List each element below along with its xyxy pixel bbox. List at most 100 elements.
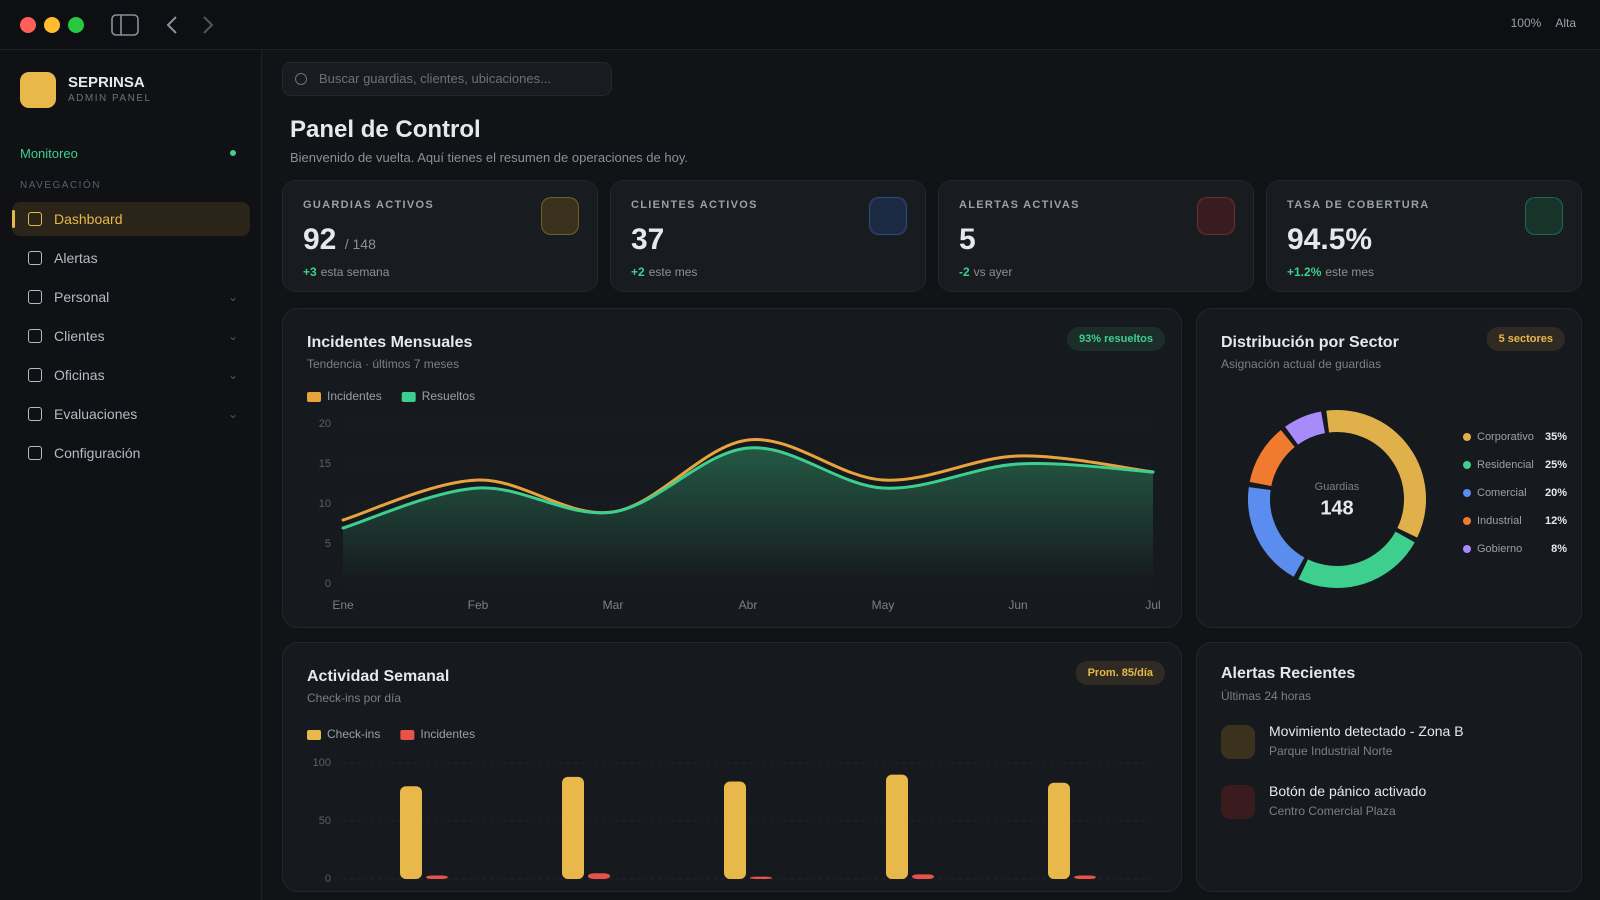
donut-segment xyxy=(1285,411,1326,445)
incidents-chart: Incidentes Mensuales Tendencia · últimos … xyxy=(307,327,1165,612)
nav-icon xyxy=(28,212,42,226)
alert-item[interactable]: Botón de pánico activado Centro Comercial… xyxy=(1221,783,1557,823)
back-button[interactable] xyxy=(166,16,177,34)
donut-segment xyxy=(1326,410,1426,538)
kpi-label: GUARDIAS ACTIVOS xyxy=(303,199,435,211)
minimize-button[interactable] xyxy=(44,17,60,33)
card-subtitle: Asignación actual de guardias xyxy=(1221,357,1381,371)
legend-label: Gobierno xyxy=(1477,543,1522,555)
sector-card: Distribución por Sector Asignación actual… xyxy=(1196,308,1582,628)
bar xyxy=(886,774,908,879)
nav-chevron: ⌄ xyxy=(227,407,238,421)
kpi-card: TASA DE COBERTURA 94.5% +1.2% este mes xyxy=(1266,180,1582,292)
nav-chevron: ⌄ xyxy=(227,290,238,304)
kpi-icon xyxy=(541,197,579,235)
sidebar-toggle[interactable] xyxy=(111,14,139,36)
card-badge: Prom. 85/día xyxy=(1088,667,1154,679)
donut-segment xyxy=(1298,531,1415,588)
legend-label: Incidentes xyxy=(420,727,475,741)
area xyxy=(343,447,1153,584)
alert-location: Centro Comercial Plaza xyxy=(1269,804,1396,818)
y-tick-label: 0 xyxy=(325,873,331,885)
y-tick-label: 20 xyxy=(319,418,331,430)
nav-item[interactable]: Clientes ⌄ xyxy=(12,319,250,353)
bar xyxy=(588,873,610,879)
kpi-delta: -2 vs ayer xyxy=(959,265,1233,279)
alerts-title: Alertas Recientes xyxy=(1221,665,1356,682)
forward-button[interactable] xyxy=(203,16,214,34)
activity-chart: Actividad Semanal Check-ins por día Prom. … xyxy=(307,661,1165,885)
bar xyxy=(912,874,934,879)
brand-subtitle: ADMIN PANEL xyxy=(68,93,152,104)
legend-swatch xyxy=(307,730,321,740)
y-tick-label: 0 xyxy=(325,578,331,590)
alert-item[interactable]: Movimiento detectado - Zona B Parque Indu… xyxy=(1221,723,1557,763)
kpi-delta-note: vs ayer xyxy=(973,265,1013,279)
logo[interactable] xyxy=(20,72,56,108)
status-signal: Alta xyxy=(1555,16,1576,30)
x-tick-label: Ene xyxy=(332,598,354,612)
legend-value: 25% xyxy=(1545,459,1567,471)
kpi-card: CLIENTES ACTIVOS 37 +2 este mes xyxy=(610,180,926,292)
legend-label: Comercial xyxy=(1477,487,1527,499)
card-title: Distribución por Sector xyxy=(1221,334,1399,351)
nav-label: Personal xyxy=(54,289,110,305)
kpi-delta-note: este mes xyxy=(648,265,698,279)
donut-segment xyxy=(1249,429,1296,487)
live-monitor[interactable]: Monitoreo xyxy=(20,146,242,161)
x-tick-label: Mar xyxy=(603,598,624,612)
bar xyxy=(562,776,584,879)
legend-dot xyxy=(1463,461,1471,469)
legend-label: Check-ins xyxy=(327,727,380,741)
page-subtitle: Bienvenido de vuelta. Aquí tienes el res… xyxy=(290,150,688,165)
kpi-row: GUARDIAS ACTIVOS 92 / 148 +3 esta semana CLI… xyxy=(282,180,1582,292)
legend-label: Industrial xyxy=(1477,515,1522,527)
x-tick-label: Jul xyxy=(1145,598,1160,612)
bar xyxy=(1048,782,1070,879)
nav-item[interactable]: Evaluaciones ⌄ xyxy=(12,397,250,431)
card-title: Actividad Semanal xyxy=(307,668,449,685)
nav-item[interactable]: Personal ⌄ xyxy=(12,280,250,314)
legend-label: Incidentes xyxy=(327,389,382,403)
bar xyxy=(724,781,746,879)
search-box[interactable]: Buscar guardias, clientes, ubicaciones..… xyxy=(282,62,612,96)
nav-item[interactable]: Dashboard xyxy=(12,202,250,236)
nav-icon xyxy=(28,251,42,265)
card-badge: 93% resueltos xyxy=(1079,333,1153,345)
page-title: Panel de Control xyxy=(290,116,481,143)
nav-item[interactable]: Configuración xyxy=(12,436,250,470)
close-button[interactable] xyxy=(20,17,36,33)
legend-swatch xyxy=(400,730,415,740)
kpi-delta-note: esta semana xyxy=(320,265,390,279)
sidebar: SEPRINSA ADMIN PANEL Monitoreo NAVEGACIÓ… xyxy=(0,50,262,900)
nav-item[interactable]: Alertas xyxy=(12,241,250,275)
kpi-delta-value: +3 xyxy=(303,265,317,279)
zoom-button[interactable] xyxy=(68,17,84,33)
card-badge-bg xyxy=(1075,661,1165,685)
kpi-number: 5 xyxy=(959,223,976,256)
kpi-delta-note: este mes xyxy=(1325,265,1375,279)
alert-location: Parque Industrial Norte xyxy=(1269,744,1393,758)
y-tick-label: 100 xyxy=(313,757,331,769)
kpi-icon xyxy=(1525,197,1563,235)
legend-value: 12% xyxy=(1545,515,1567,527)
card-subtitle: Check-ins por día xyxy=(307,691,401,705)
nav-label: Dashboard xyxy=(54,211,123,227)
legend-dot xyxy=(1463,433,1471,441)
nav-icon xyxy=(28,446,42,460)
card-badge-bg xyxy=(1067,327,1165,351)
nav-item[interactable]: Oficinas ⌄ xyxy=(12,358,250,392)
kpi-icon xyxy=(1197,197,1235,235)
kpi-label: ALERTAS ACTIVAS xyxy=(959,199,1080,211)
legend-dot xyxy=(1463,545,1471,553)
alert-title: Botón de pánico activado xyxy=(1269,783,1427,799)
x-tick-label: May xyxy=(872,598,895,612)
kpi-number: 37 xyxy=(631,223,665,256)
kpi-value: 37 xyxy=(631,223,905,257)
kpi-card: GUARDIAS ACTIVOS 92 / 148 +3 esta semana xyxy=(282,180,598,292)
nav-list: Dashboard Alertas Personal ⌄ Clientes ⌄ Oficin… xyxy=(12,202,250,475)
x-tick-label: Jun xyxy=(1008,598,1027,612)
brand: SEPRINSA xyxy=(68,74,145,91)
kpi-card: ALERTAS ACTIVAS 5 -2 vs ayer xyxy=(938,180,1254,292)
